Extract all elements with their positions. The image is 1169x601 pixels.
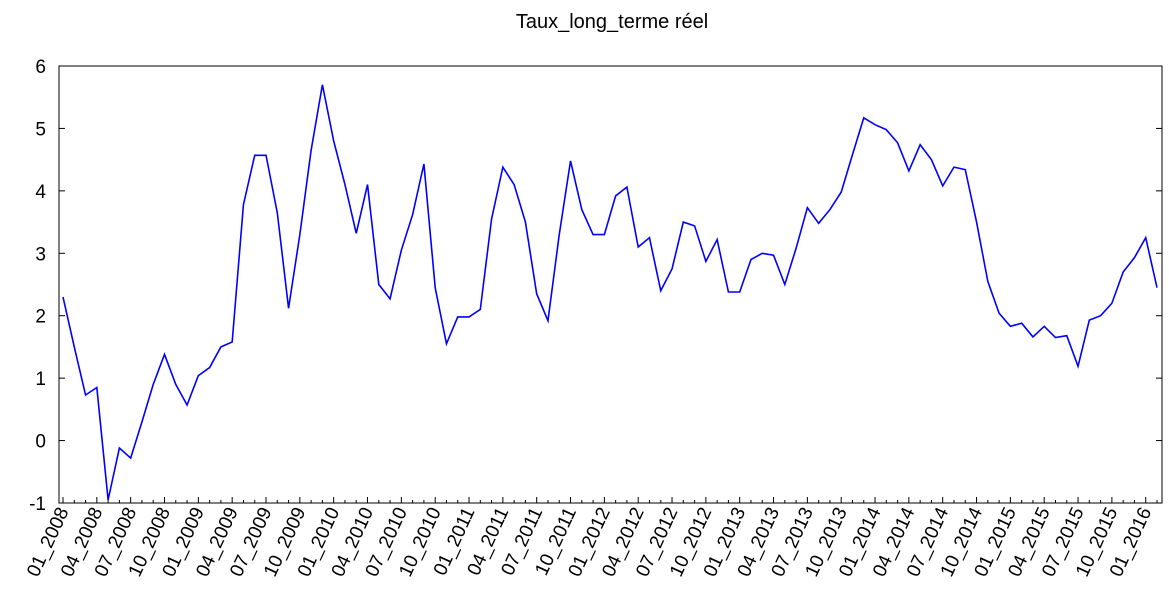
y-tick-label: 1: [35, 369, 46, 390]
data-line: [62, 84, 1158, 501]
chart-title: Taux_long_terme réel: [516, 11, 708, 33]
y-tick-label: 5: [35, 119, 46, 140]
y-tick-label: -1: [29, 494, 46, 515]
plot-frame: [58, 65, 1163, 504]
y-tick-label: 3: [35, 244, 46, 265]
y-tick-label: 2: [35, 307, 46, 328]
y-tick-label: 0: [35, 432, 46, 453]
y-tick-label: 6: [35, 57, 46, 78]
y-tick-label: 4: [35, 182, 46, 203]
